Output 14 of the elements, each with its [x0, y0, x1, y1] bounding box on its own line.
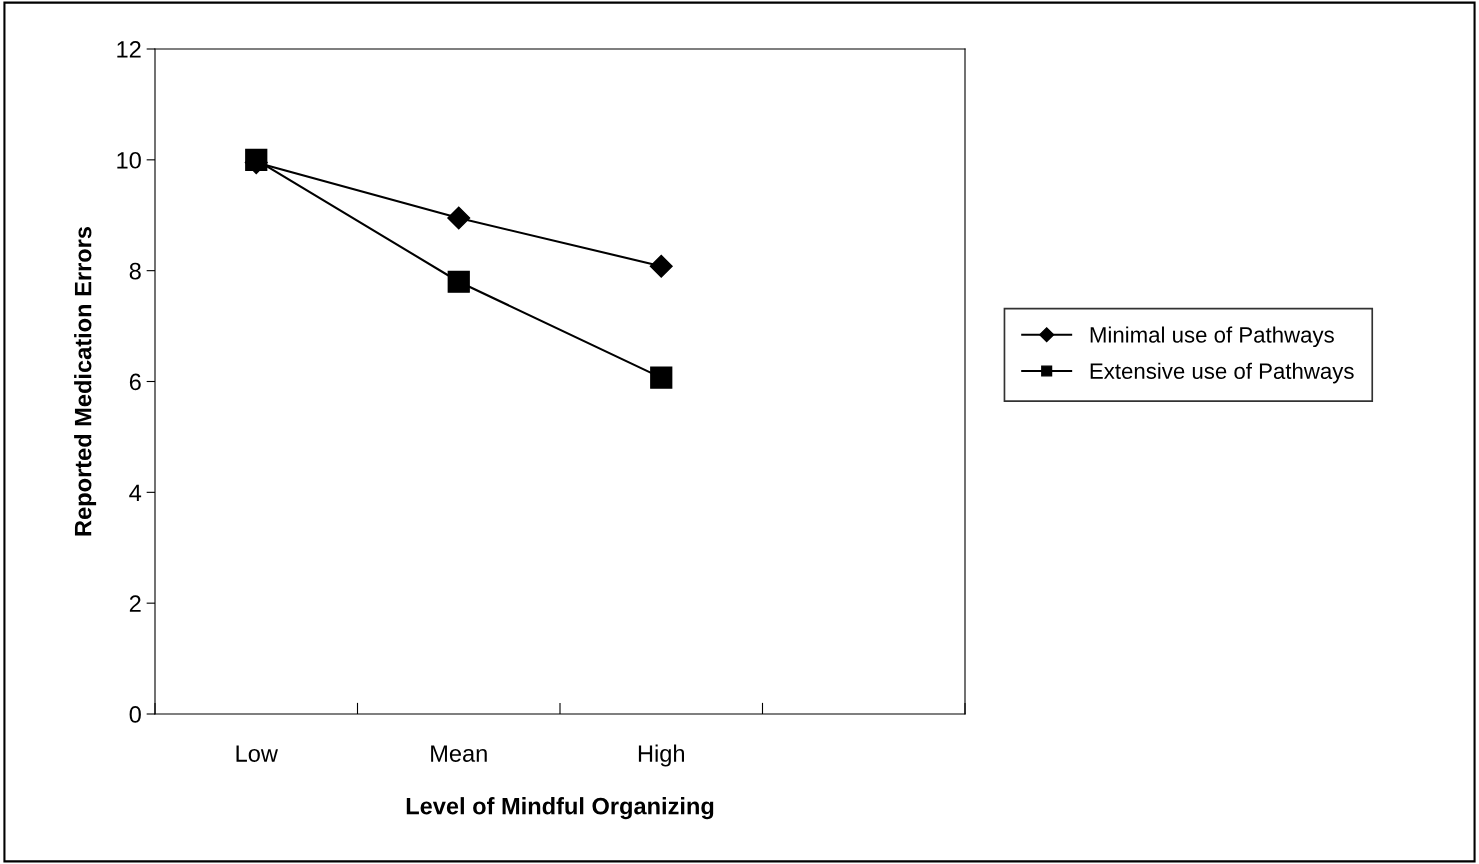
x-axis-title: Level of Mindful Organizing [406, 797, 714, 820]
y-tick-label: 6 [129, 373, 141, 391]
y-tick-label: 8 [129, 262, 141, 280]
y-tick-label: 10 [117, 151, 141, 169]
y-axis-title: Reported Medication Errors [74, 226, 97, 536]
y-tick-label: 0 [129, 706, 141, 723]
x-tick-label: High [638, 744, 684, 767]
x-tick-label: Low [236, 745, 278, 762]
y-tick-label: 12 [117, 41, 141, 58]
legend-label: Extensive use of Pathways [1090, 362, 1354, 384]
x-tick-label: Mean [431, 745, 487, 762]
y-tick-label: 2 [129, 595, 141, 612]
y-tick-label: 4 [129, 484, 142, 501]
legend-label: Minimal use of Pathways [1090, 326, 1334, 348]
